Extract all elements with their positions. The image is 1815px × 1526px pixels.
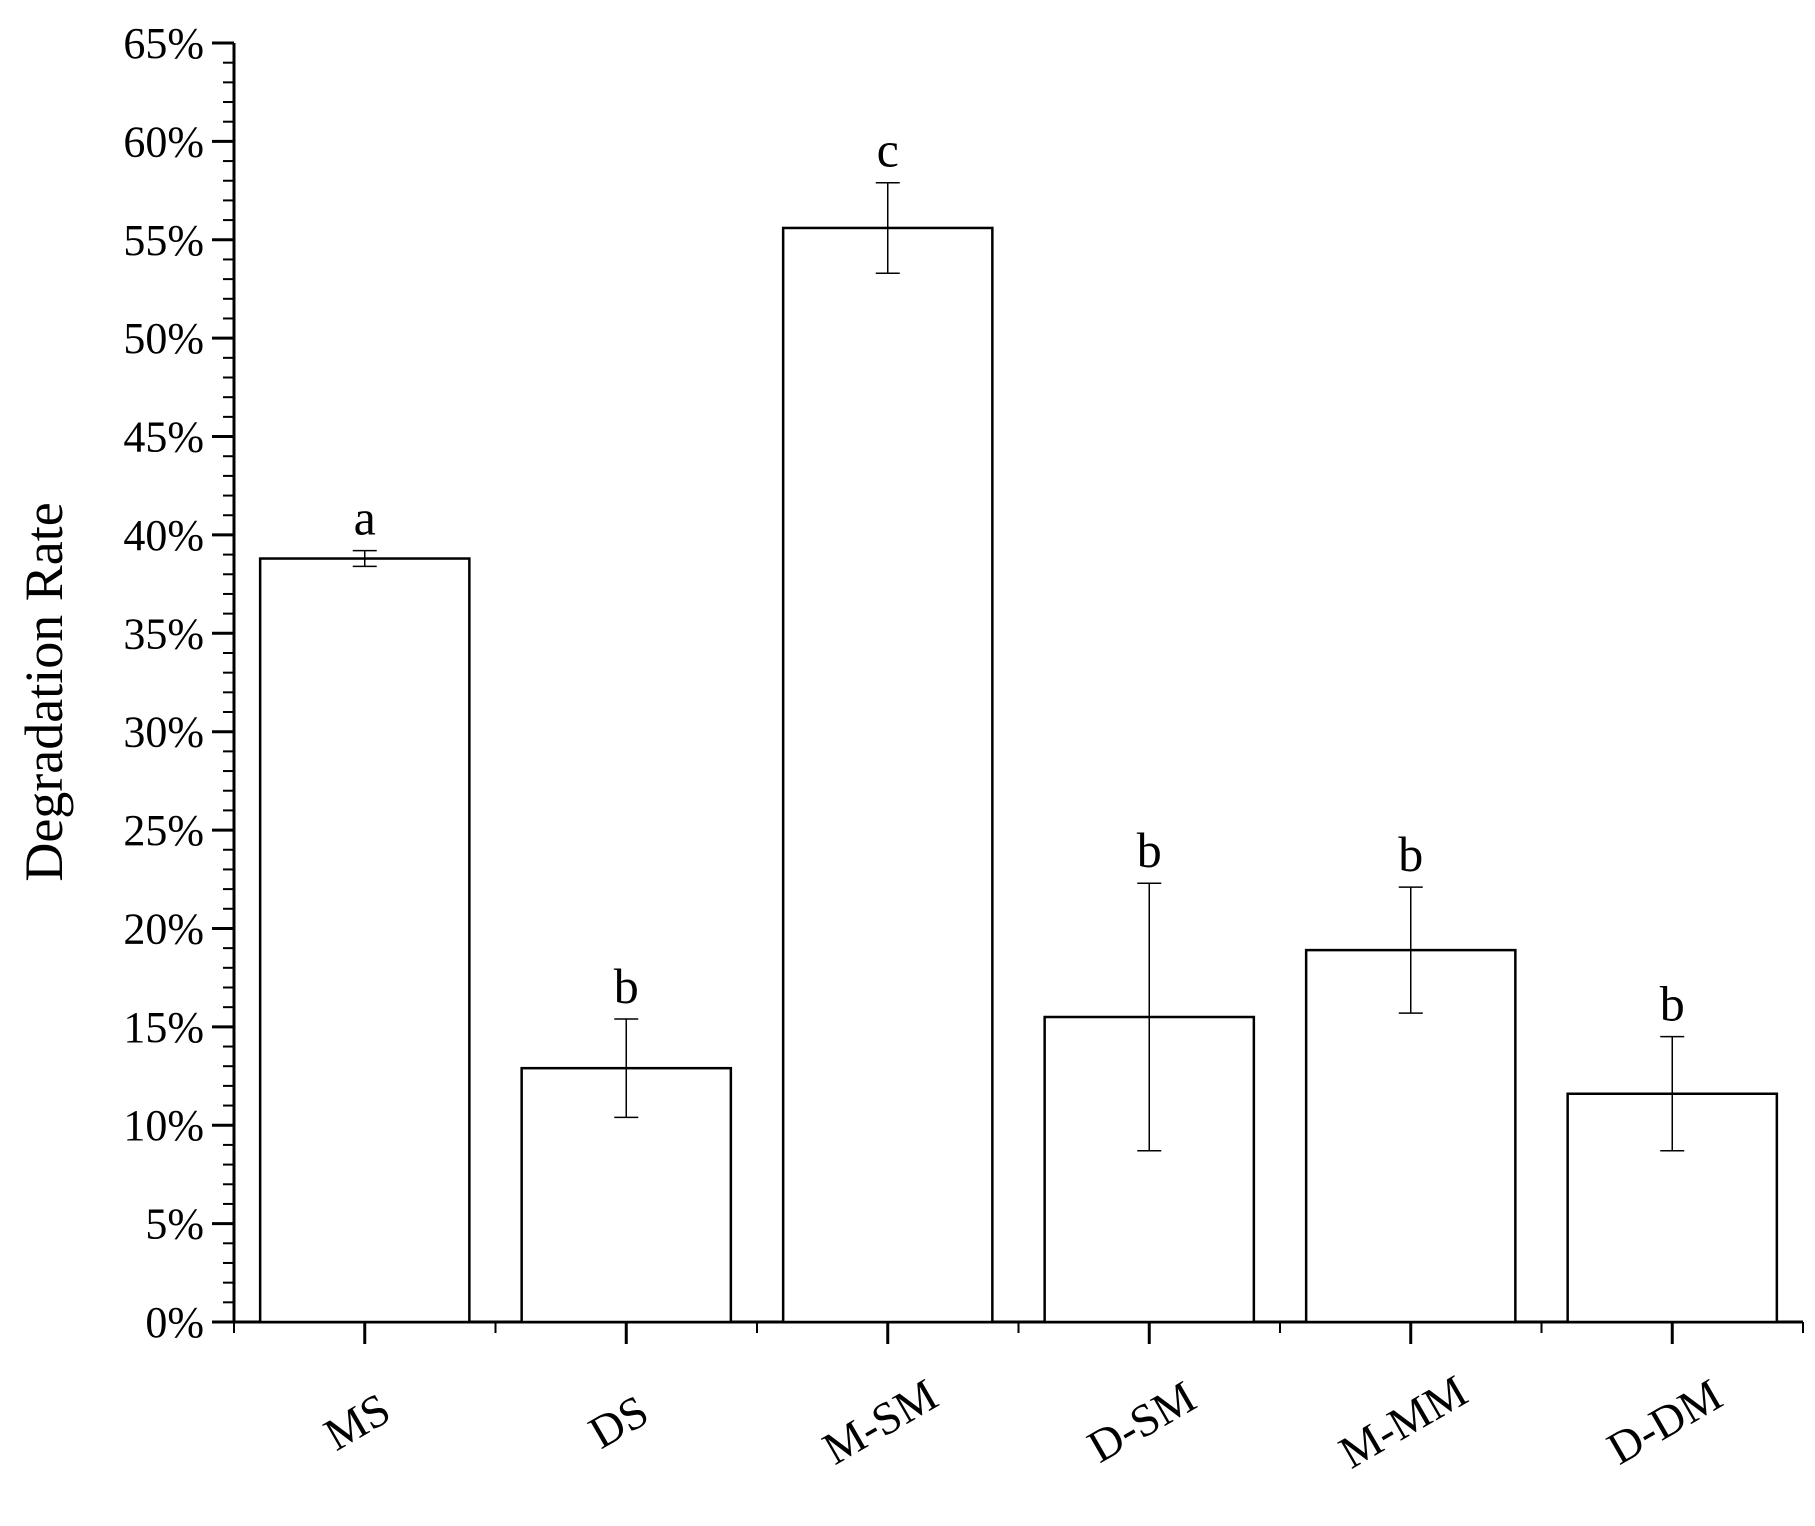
significance-letter: b <box>1137 822 1162 878</box>
y-tick-label: 35% <box>123 609 204 658</box>
x-category-label: MS <box>315 1383 398 1460</box>
error-bars <box>352 181 1685 1152</box>
y-tick-label: 60% <box>123 117 204 166</box>
y-tick-label: 20% <box>123 904 204 953</box>
y-tick-label: 0% <box>145 1298 204 1347</box>
y-axis-title: Degradation Rate <box>14 502 74 881</box>
significance-letters: a b c b b b <box>354 122 1685 1032</box>
significance-letter: b <box>614 958 639 1014</box>
significance-letter: b <box>1660 976 1685 1032</box>
y-tick-label: 10% <box>123 1101 204 1150</box>
y-tick-label: 45% <box>123 413 204 462</box>
y-tick-label: 25% <box>123 806 204 855</box>
bars <box>258 226 1779 1324</box>
bar <box>258 557 471 1324</box>
y-tick-label: 55% <box>123 216 204 265</box>
significance-letter: a <box>354 490 376 546</box>
y-axis: 0% 5% 10% 15% 20% 25% 30% 35% 40% 45% 50% 55% 60% 65% <box>123 19 236 1347</box>
significance-letter: c <box>877 122 899 178</box>
x-category-label: M-MM <box>1330 1365 1475 1478</box>
significance-letter: b <box>1398 826 1423 882</box>
y-tick-label: 5% <box>145 1200 204 1249</box>
y-tick-label: 50% <box>123 314 204 363</box>
y-tick-label: 15% <box>123 1003 204 1052</box>
bar <box>781 226 994 1324</box>
x-category-label: D-SM <box>1079 1371 1204 1473</box>
x-category-label: D-DM <box>1599 1369 1731 1475</box>
y-tick-label: 30% <box>123 708 204 757</box>
y-tick-label: 40% <box>123 511 204 560</box>
x-category-label: DS <box>580 1385 656 1459</box>
y-tick-label: 65% <box>123 19 204 68</box>
x-axis: MS DS M-SM D-SM M-MM D-DM <box>233 1320 1804 1478</box>
x-category-label: M-SM <box>814 1369 946 1475</box>
